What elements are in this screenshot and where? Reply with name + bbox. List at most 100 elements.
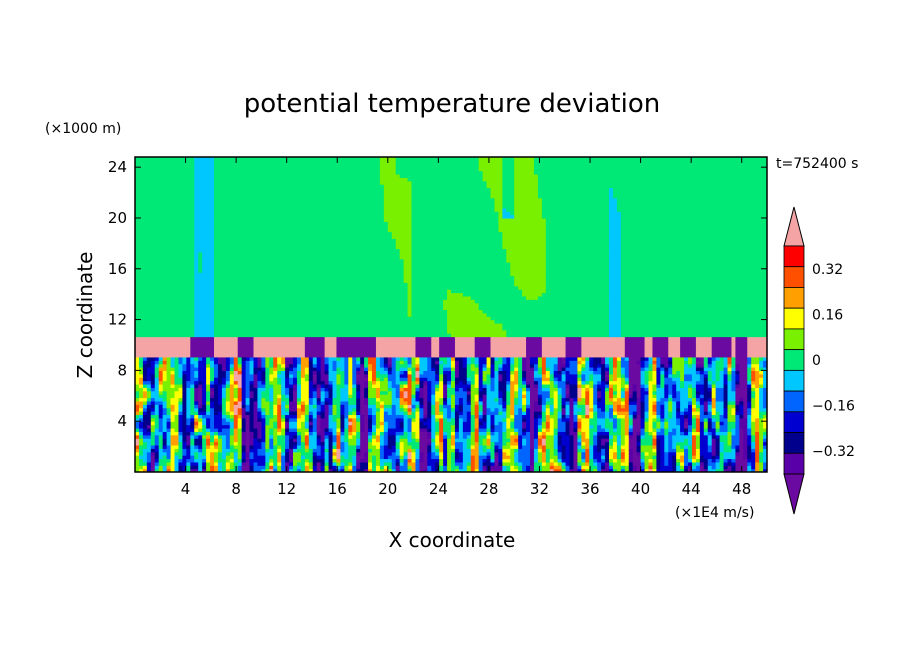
heatmap-cell <box>320 404 326 409</box>
heatmap-cell <box>285 370 290 375</box>
heatmap-cell <box>470 394 476 399</box>
heatmap-cell <box>620 363 630 368</box>
heatmap-cell <box>640 380 646 385</box>
heatmap-cell <box>332 427 338 432</box>
heatmap-cell <box>229 421 235 426</box>
heatmap-cell <box>494 444 499 449</box>
heatmap-cell <box>530 441 535 446</box>
heatmap-cell <box>372 455 377 460</box>
heatmap-cell <box>269 400 274 405</box>
heatmap-cell <box>518 431 523 436</box>
heatmap-cell <box>514 400 519 405</box>
heatmap-cell <box>261 411 266 416</box>
heatmap-cell <box>407 373 413 378</box>
heatmap-cell <box>451 458 456 463</box>
heatmap-cell <box>415 367 420 371</box>
heatmap-cell <box>146 373 152 378</box>
heatmap-cell <box>328 444 334 449</box>
heatmap-cell <box>237 434 243 439</box>
heatmap-cell <box>431 438 436 443</box>
heatmap-cell <box>597 444 610 449</box>
heatmap-cell <box>273 356 278 361</box>
heatmap-cell <box>628 383 634 388</box>
heatmap-cell <box>557 356 563 361</box>
heatmap-cell <box>170 383 176 388</box>
heatmap-cell <box>530 417 535 422</box>
heatmap-cell <box>210 455 215 460</box>
heatmap-cell <box>494 414 507 419</box>
heatmap-cell <box>684 427 689 432</box>
heatmap-cell <box>372 411 377 416</box>
heatmap-cell <box>206 373 211 378</box>
heatmap-cell <box>281 417 286 422</box>
heatmap-cell <box>257 407 262 412</box>
heatmap-cell <box>727 441 733 446</box>
heatmap-cell <box>324 360 330 365</box>
heatmap-cell <box>316 380 326 385</box>
heatmap-cell <box>344 370 349 375</box>
heatmap-cell <box>680 377 685 382</box>
heatmap-cell <box>344 421 349 426</box>
heatmap-cell <box>214 407 223 412</box>
heatmap-cell <box>609 373 614 378</box>
heatmap-cell <box>379 458 393 463</box>
heatmap-cell <box>202 468 207 472</box>
heatmap-cell <box>368 407 373 412</box>
heatmap-cell <box>368 455 373 460</box>
heatmap-cell <box>269 397 274 402</box>
heatmap-cell <box>447 380 452 385</box>
heatmap-cell <box>324 458 330 463</box>
heatmap-cell <box>510 400 515 405</box>
heatmap-cell <box>281 427 286 432</box>
heatmap-cell <box>601 455 606 460</box>
heatmap-cell <box>593 387 598 392</box>
heatmap-cell <box>530 383 535 388</box>
heatmap-cell <box>202 424 207 429</box>
heatmap-cell <box>170 373 176 378</box>
heatmap-cell <box>273 468 278 472</box>
heatmap-cell <box>135 455 140 460</box>
heatmap-cell <box>344 407 349 412</box>
heatmap-cell <box>411 458 417 463</box>
heatmap-cell <box>581 387 586 392</box>
heatmap-cell <box>415 438 420 443</box>
heatmap-cell <box>221 414 227 419</box>
heatmap-cell <box>241 424 247 429</box>
heatmap-cell <box>478 363 484 368</box>
heatmap-cell <box>533 438 539 443</box>
heatmap-cell <box>383 363 389 368</box>
heatmap-cell <box>494 455 499 460</box>
heatmap-cell <box>241 451 247 456</box>
heatmap-cell <box>672 444 677 449</box>
heatmap-cell <box>194 434 199 439</box>
heatmap-cell <box>565 387 571 392</box>
heatmap-cell <box>545 444 555 449</box>
heatmap-cell <box>616 360 622 365</box>
heatmap-cell <box>391 411 397 416</box>
heatmap-cell <box>676 444 681 449</box>
heatmap-cell <box>719 451 725 456</box>
heatmap-cell <box>419 377 428 382</box>
heatmap-cell <box>221 363 227 368</box>
heatmap-cell <box>360 444 369 449</box>
heatmap-cell <box>281 451 286 456</box>
heatmap-cell <box>233 427 239 432</box>
heatmap-cell <box>194 299 215 304</box>
heatmap-cell <box>668 448 677 453</box>
heatmap-cell <box>265 377 270 382</box>
heatmap-cell <box>660 373 665 378</box>
heatmap-cell <box>300 370 306 375</box>
heatmap-cell <box>616 383 622 388</box>
heatmap-cell <box>719 414 725 419</box>
heatmap-cell <box>328 451 334 456</box>
heatmap-cell <box>447 400 452 405</box>
heatmap-cell <box>383 441 389 446</box>
heatmap-cell <box>399 441 405 446</box>
heatmap-cell <box>530 356 539 361</box>
heatmap-cell <box>751 367 756 371</box>
heatmap-cell <box>652 339 669 344</box>
heatmap-cell <box>289 455 294 460</box>
heatmap-cell <box>427 417 432 422</box>
heatmap-cell <box>668 353 681 358</box>
heatmap-cell <box>474 353 492 358</box>
